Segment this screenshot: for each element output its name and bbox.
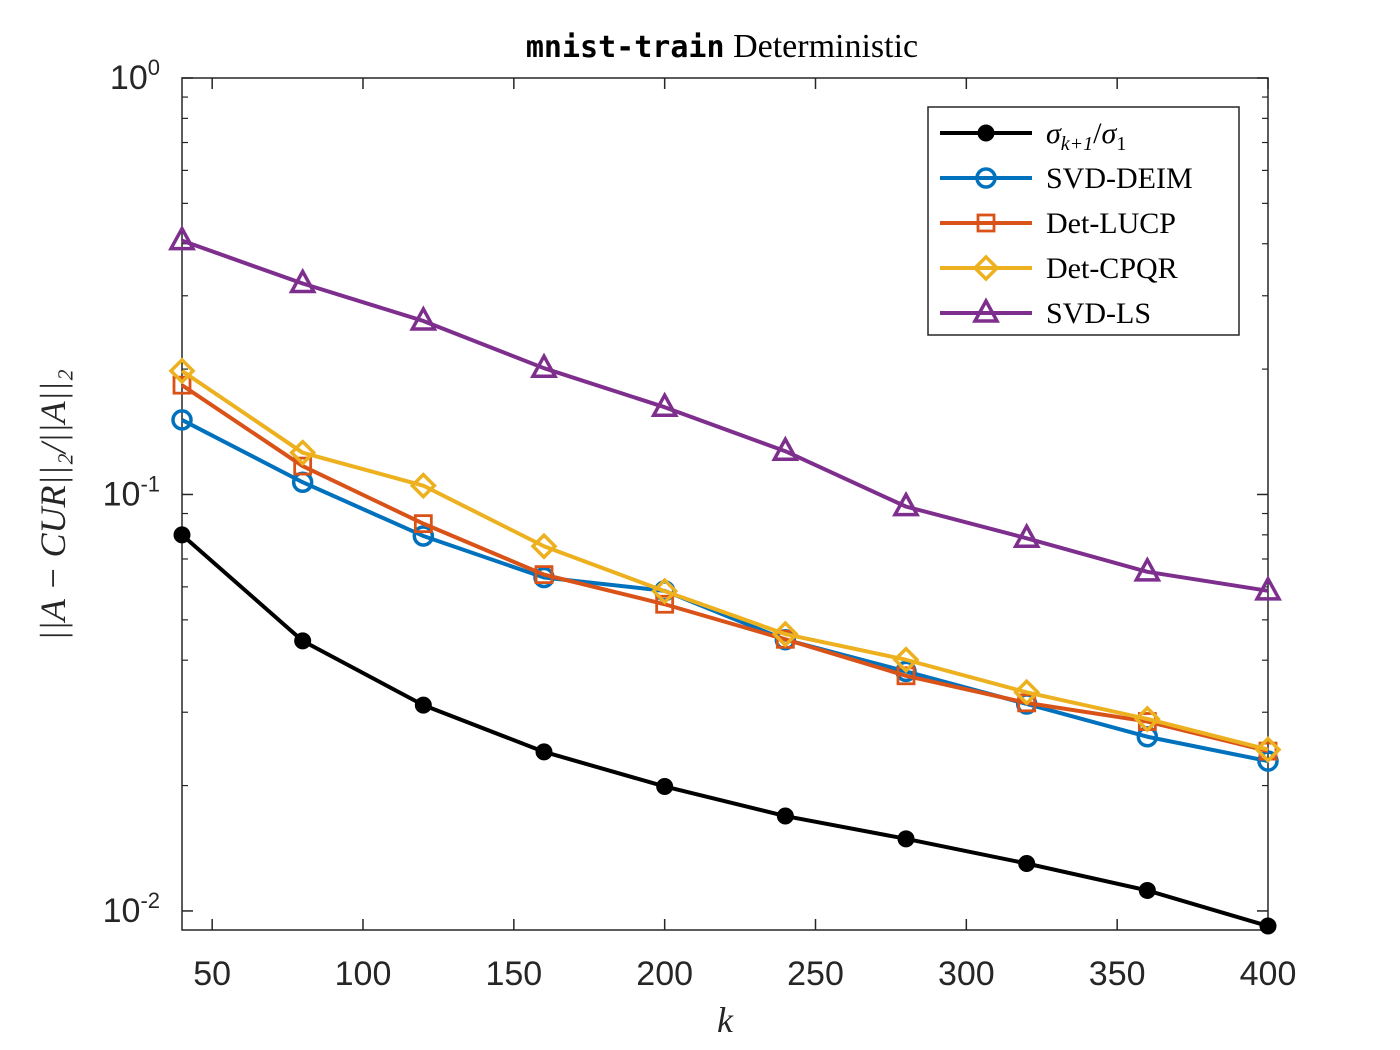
- data-point: [168, 224, 196, 251]
- y-tick-label: 10-1: [103, 471, 160, 513]
- data-point: [776, 807, 794, 825]
- legend: σk+1/σ1 SVD-DEIM Det-LUCP Det-CPQR SVD-LS: [927, 106, 1240, 336]
- data-point: [897, 830, 915, 848]
- data-point: [289, 439, 317, 467]
- data-point: [535, 743, 553, 761]
- data-point: [294, 632, 312, 650]
- legend-marker: [972, 297, 1000, 323]
- series-line: [181, 238, 1269, 593]
- data-point: [172, 375, 192, 395]
- data-point: [168, 357, 196, 385]
- legend-marker: [976, 213, 996, 233]
- y-axis-label: ||A − CUR||₂/||A||₂: [33, 369, 73, 641]
- legend-label: σk+1/σ1: [1046, 117, 1126, 155]
- data-point: [171, 409, 193, 431]
- data-point: [656, 777, 674, 795]
- x-tick-label: 50: [193, 955, 231, 993]
- data-point: [1259, 917, 1277, 935]
- data-point: [1012, 522, 1041, 549]
- data-point: [892, 490, 920, 517]
- data-point: [650, 391, 679, 417]
- x-tick-label: 100: [335, 955, 392, 993]
- chart-title-rest: Deterministic: [725, 28, 919, 65]
- data-point: [414, 696, 432, 714]
- data-point: [1013, 678, 1041, 706]
- data-point: [771, 435, 800, 461]
- legend-label: Det-CPQR: [1046, 252, 1178, 285]
- series-line: [180, 383, 1269, 754]
- data-point: [1254, 736, 1282, 764]
- data-point: [530, 532, 558, 560]
- x-tick-labels: 50 100 150 200 250 300 350 400: [193, 955, 1296, 993]
- data-point: [293, 456, 313, 476]
- data-point: [288, 267, 317, 294]
- x-tick-label: 300: [938, 955, 995, 993]
- data-point: [1017, 693, 1037, 713]
- data-point: [173, 526, 191, 544]
- data-point: [1138, 881, 1156, 899]
- data-point: [412, 525, 435, 547]
- y-tick-labels: 100 10-1 10-2: [103, 55, 160, 930]
- legend-marker: [977, 124, 995, 142]
- data-point: [1133, 705, 1161, 733]
- data-point: [1257, 750, 1279, 772]
- y-tick-label: 10-2: [103, 888, 160, 930]
- y-tick-label: 100: [110, 55, 160, 97]
- legend-label: SVD-LS: [1046, 297, 1151, 330]
- series-line: [180, 369, 1269, 752]
- legend-marker: [972, 254, 1000, 282]
- x-axis-label: k: [717, 1000, 734, 1040]
- data-point: [409, 472, 437, 500]
- chart-title: mnist-train Deterministic: [526, 28, 918, 65]
- legend-marker: [975, 167, 997, 189]
- data-point: [771, 620, 799, 648]
- data-point: [896, 666, 916, 686]
- data-point: [530, 352, 558, 378]
- chart-title-mono: mnist-train: [526, 30, 725, 65]
- x-tick-label: 200: [636, 955, 693, 993]
- data-point: [409, 305, 438, 331]
- x-tick-label: 350: [1089, 955, 1146, 993]
- x-tick-label: 250: [787, 955, 844, 993]
- plot-area: [181, 77, 1269, 931]
- data-point: [892, 646, 920, 674]
- series-line: [181, 418, 1269, 764]
- series-line: [180, 533, 1269, 928]
- data-point: [1018, 854, 1036, 872]
- series-layer: [168, 224, 1282, 935]
- data-point: [413, 514, 433, 534]
- data-point: [534, 565, 554, 585]
- data-point: [1254, 575, 1282, 601]
- x-tick-label: 400: [1240, 955, 1297, 993]
- x-tick-label: 150: [485, 955, 542, 993]
- data-point: [1133, 556, 1162, 582]
- legend-label: Det-LUCP: [1046, 207, 1176, 240]
- legend-label: SVD-DEIM: [1046, 162, 1193, 195]
- data-point: [651, 577, 679, 605]
- data-point: [655, 594, 675, 614]
